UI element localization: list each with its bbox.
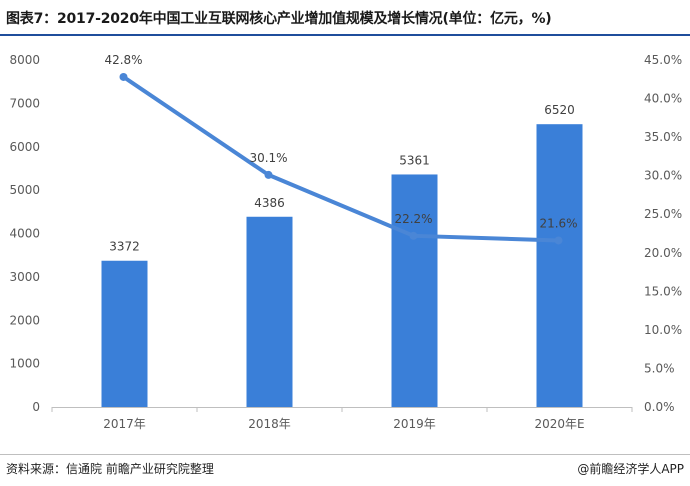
line-point [554,236,563,245]
line-point [409,231,418,240]
right-tick-label: 10.0% [644,323,682,337]
right-axis: 0.0% 5.0% 10.0% 15.0% 20.0% 25.0% 30.0% 35.0% 40… [644,53,682,414]
line-point [264,170,273,179]
brand-credit: @前瞻经济学人APP [577,462,684,476]
line-value-label: 42.8% [104,53,142,67]
line-value-label: 30.1% [249,151,287,165]
left-tick-label: 3000 [9,270,40,284]
x-axis: 2017年 2018年 2019年 2020年E [51,407,633,431]
bar-value-label: 3372 [109,240,140,254]
bar [246,216,293,407]
right-tick-label: 35.0% [644,130,682,144]
right-tick-label: 30.0% [644,169,682,183]
x-tick-label: 2017年 [103,417,146,431]
line-value-label: 22.2% [394,212,432,226]
x-tick-label: 2020年E [534,417,584,431]
bar-series [101,124,583,407]
left-axis: 0 1000 2000 3000 4000 5000 6000 7000 8000 [9,53,40,414]
left-tick-label: 8000 [9,53,40,67]
bar [391,174,438,407]
bar [101,260,148,407]
footer-divider [0,454,690,455]
title-divider [0,34,690,36]
line-point [119,72,128,81]
x-tick-label: 2018年 [248,417,291,431]
right-tick-label: 25.0% [644,207,682,221]
line-value-label: 21.6% [539,216,577,230]
line-labels: 42.8% 30.1% 22.2% 21.6% [104,53,577,230]
right-tick-label: 5.0% [644,361,675,375]
bar-value-label: 4386 [254,196,285,210]
right-tick-label: 20.0% [644,246,682,260]
x-tick-label: 2019年 [393,417,436,431]
left-tick-label: 2000 [9,313,40,327]
bar-value-label: 6520 [544,103,575,117]
left-tick-label: 5000 [9,183,40,197]
left-tick-label: 6000 [9,140,40,154]
left-tick-label: 0 [32,400,40,414]
chart: 0 1000 2000 3000 4000 5000 6000 7000 8000 0.0% 5.… [9,53,682,431]
bar-labels: 3372 4386 5361 6520 [109,103,575,254]
left-tick-label: 1000 [9,357,40,371]
bar-value-label: 5361 [399,153,430,167]
right-tick-label: 45.0% [644,53,682,67]
source-note: 资料来源：信通院 前瞻产业研究院整理 [6,462,214,476]
left-tick-label: 4000 [9,227,40,241]
left-tick-label: 7000 [9,96,40,110]
bar [536,124,583,407]
chart-title: 图表7：2017-2020年中国工业互联网核心产业增加值规模及增长情况(单位：亿… [6,11,552,27]
growth-line [121,74,561,243]
right-tick-label: 40.0% [644,92,682,106]
right-tick-label: 15.0% [644,284,682,298]
line-series [119,72,563,245]
right-tick-label: 0.0% [644,400,675,414]
